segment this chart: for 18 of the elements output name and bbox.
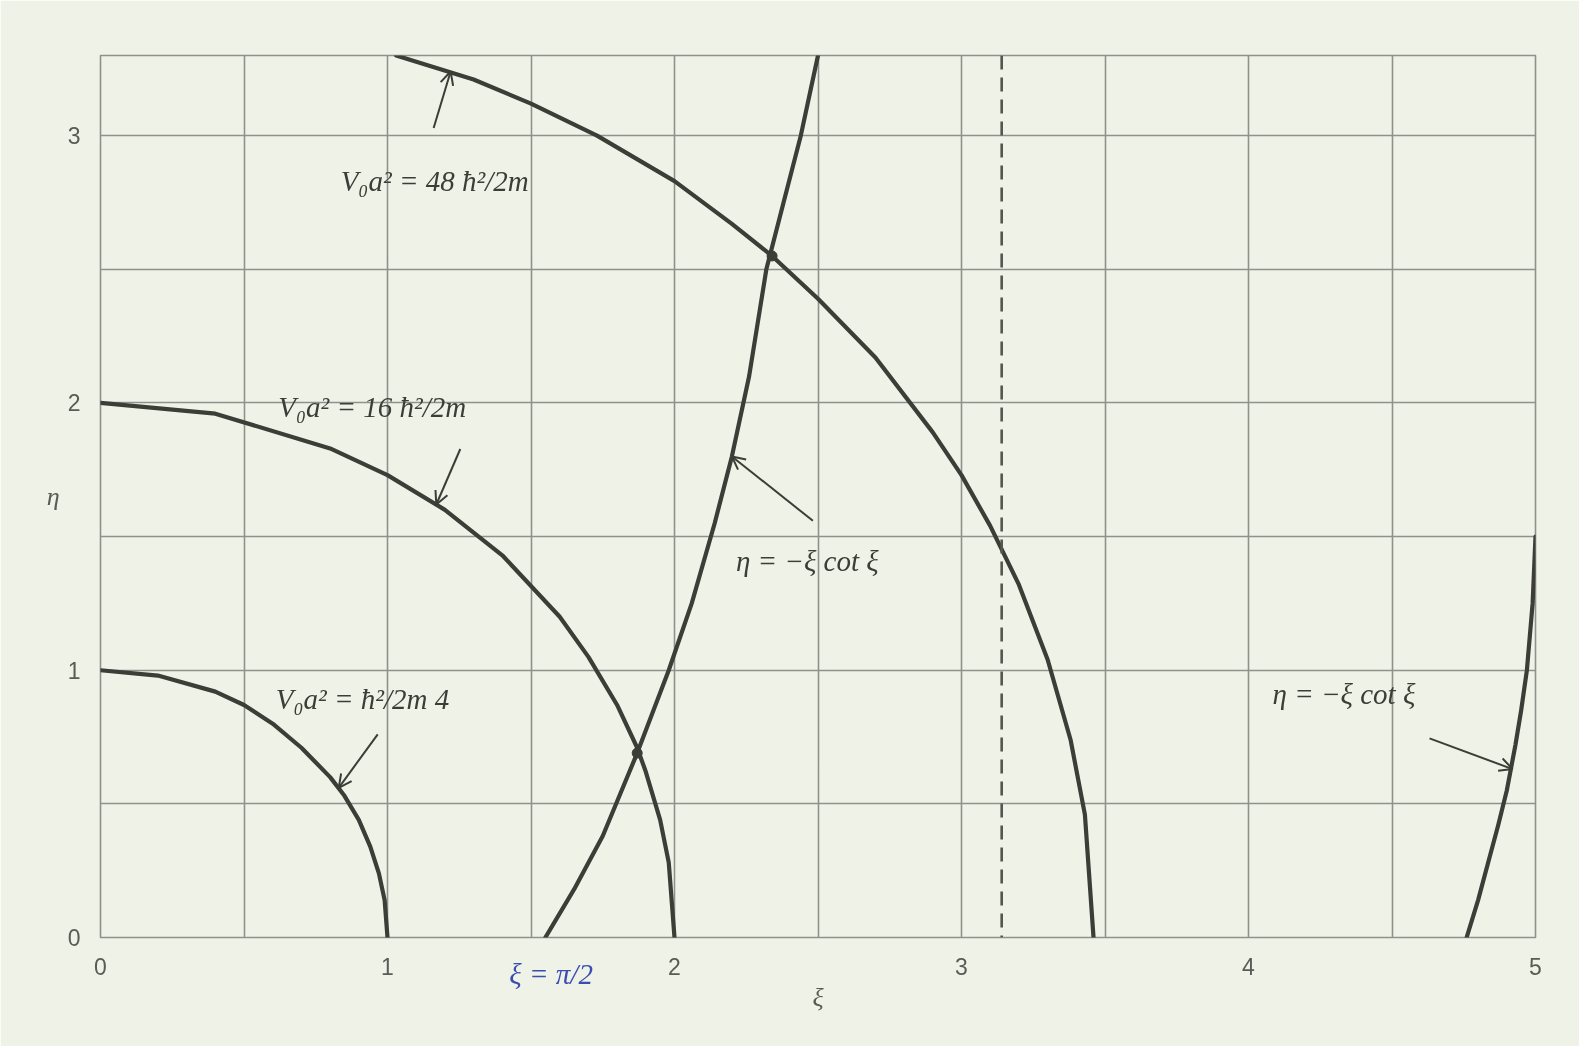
annotation: η = −ξ cot ξ xyxy=(1272,678,1416,711)
y-tick-label: 1 xyxy=(67,657,81,684)
x-tick-label: 2 xyxy=(668,953,681,980)
y-tick-label: 3 xyxy=(67,123,81,150)
annotation: η = −ξ cot ξ xyxy=(735,545,880,578)
x-tick-label: 5 xyxy=(1529,953,1542,980)
x-tick-label: 4 xyxy=(1242,953,1256,980)
y-tick-label: 2 xyxy=(67,390,81,417)
y-tick-label: 0 xyxy=(67,925,81,951)
y-axis-title: η xyxy=(46,482,60,511)
annotation: ξ = π/2 xyxy=(509,957,593,990)
annotation: V₀a² = 16 ħ²/2m xyxy=(278,390,467,423)
x-axis-title: ξ xyxy=(812,982,825,1012)
annotation: V₀a² = ħ²/2m 4 xyxy=(275,682,450,715)
x-tick-label: 0 xyxy=(94,953,107,980)
x-tick-label: 1 xyxy=(381,953,394,980)
annotation: V₀a² = 48 ħ²/2m xyxy=(340,164,529,197)
x-tick-label: 3 xyxy=(955,953,968,980)
